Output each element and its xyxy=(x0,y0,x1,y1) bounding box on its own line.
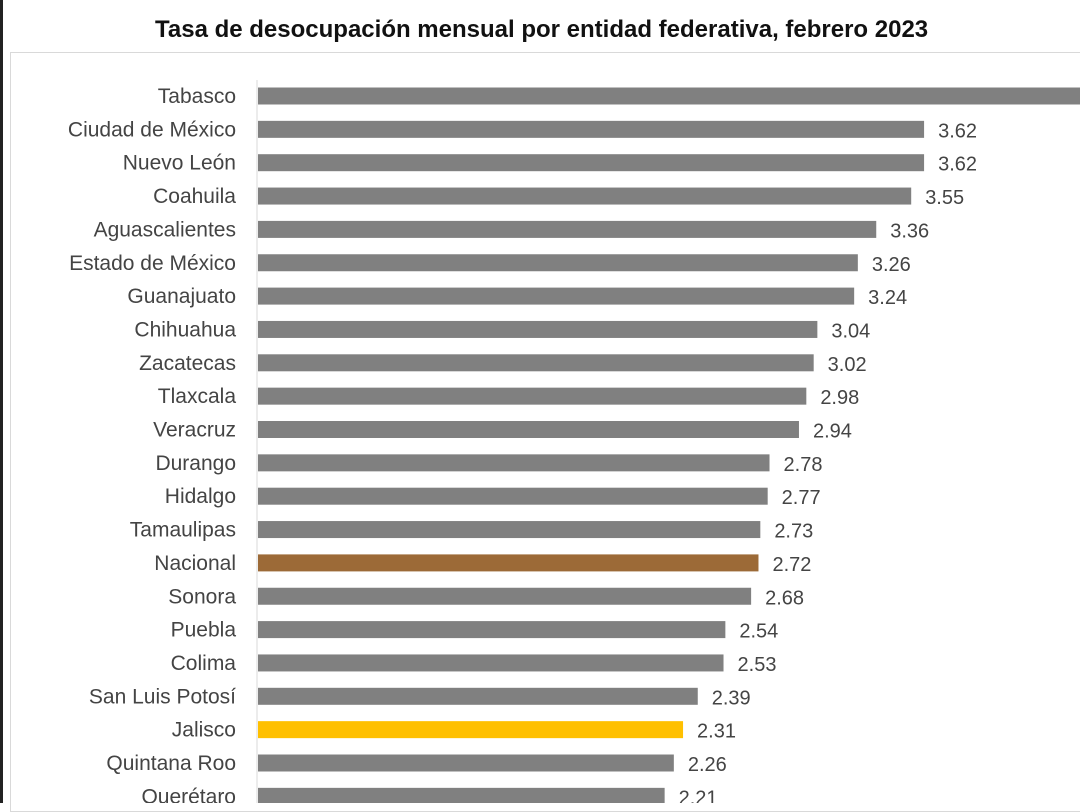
data-label: 2.77 xyxy=(782,487,821,509)
data-label: 2.68 xyxy=(765,587,804,609)
bar-jalisco xyxy=(258,721,684,739)
bar-quintana-roo xyxy=(258,754,674,772)
category-label: Quintana Roo xyxy=(106,752,236,775)
category-label: Nuevo León xyxy=(123,152,236,175)
bar-aguascalientes xyxy=(258,220,877,238)
category-label: Ciudad de México xyxy=(68,118,236,141)
data-label: 2.26 xyxy=(688,754,727,776)
bar-nuevo-le-n xyxy=(258,154,925,172)
category-label: Coahuila xyxy=(153,185,236,208)
data-label: 3.02 xyxy=(828,354,867,376)
bar-veracruz xyxy=(258,421,799,438)
data-label: 2.73 xyxy=(774,521,813,543)
data-label: 2.39 xyxy=(712,687,751,709)
category-label: Durango xyxy=(155,452,236,475)
data-label: 2.54 xyxy=(739,621,778,643)
category-label: Nacional xyxy=(154,552,236,575)
category-label: Guanajuato xyxy=(127,285,236,308)
category-label: Zacatecas xyxy=(139,352,236,375)
bar-guanajuato xyxy=(258,287,855,305)
category-label: Estado de México xyxy=(69,252,236,275)
data-label: 3.36 xyxy=(890,220,929,242)
bar-puebla xyxy=(258,621,726,639)
bar-hidalgo xyxy=(258,487,768,505)
bar-nacional xyxy=(258,554,759,572)
bar-sonora xyxy=(258,587,752,605)
bar-estado-de-m-xico xyxy=(258,254,858,272)
category-label: Tabasco xyxy=(158,85,236,108)
data-label: 3.26 xyxy=(872,254,911,276)
data-label: 2.72 xyxy=(772,554,811,576)
category-label: San Luis Potosí xyxy=(89,685,236,708)
category-label: Puebla xyxy=(171,619,237,642)
bar-coahuila xyxy=(258,187,912,205)
bar-tabasco xyxy=(258,87,1080,105)
bar-colima xyxy=(258,654,724,672)
category-label: Jalisco xyxy=(172,719,236,742)
category-label: Sonora xyxy=(168,585,236,608)
data-label: 2.98 xyxy=(820,387,859,409)
category-label: Aguascalientes xyxy=(94,218,236,241)
bar-durango xyxy=(258,454,770,472)
data-label: 2.78 xyxy=(784,454,823,476)
category-label: Hidalgo xyxy=(165,485,236,508)
bar-chihuahua xyxy=(258,320,818,338)
category-label: Tamaulipas xyxy=(130,519,236,542)
bar-san-luis-potos- xyxy=(258,687,698,705)
data-label: 2.31 xyxy=(697,721,736,743)
category-label: Colima xyxy=(171,652,237,675)
data-label: 3.55 xyxy=(925,187,964,209)
data-label: 3.04 xyxy=(831,320,870,342)
data-label: 2.94 xyxy=(813,421,852,443)
data-label: 2.21 xyxy=(679,787,718,803)
category-label: Veracruz xyxy=(153,419,236,442)
window-edge xyxy=(0,0,3,803)
chart-title: Tasa de desocupación mensual por entidad… xyxy=(155,16,929,43)
bar-ciudad-de-m-xico xyxy=(258,120,925,138)
data-label: 3.62 xyxy=(938,120,977,142)
bar-tamaulipas xyxy=(258,521,761,539)
bar-tlaxcala xyxy=(258,387,807,405)
data-label: 3.24 xyxy=(868,287,907,309)
data-label: 2.53 xyxy=(738,654,777,676)
category-label: Querétaro xyxy=(141,785,236,803)
category-label: Chihuahua xyxy=(134,318,236,341)
data-label: 3.62 xyxy=(938,154,977,176)
bar-quer-taro xyxy=(258,787,665,803)
bar-zacatecas xyxy=(258,354,814,372)
category-label: Tlaxcala xyxy=(158,385,237,408)
